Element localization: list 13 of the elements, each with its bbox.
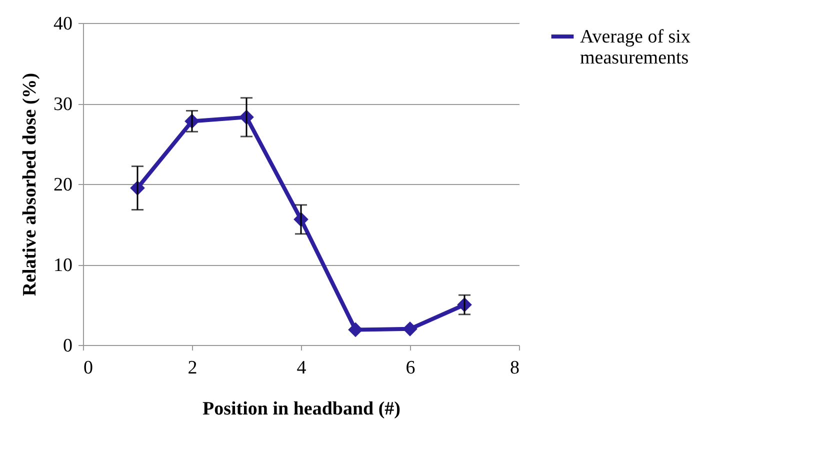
y-tick-label: 0 — [63, 336, 72, 356]
x-tick-label: 8 — [510, 358, 520, 378]
x-axis-title: Position in headband (#) — [202, 398, 400, 420]
legend-label: Average of six measurements — [580, 26, 691, 68]
y-tick-label: 20 — [54, 174, 72, 196]
x-tick-label: 0 — [84, 358, 93, 378]
y-tick-label: 10 — [54, 255, 72, 276]
y-axis-title: Relative absorbed dose (%) — [20, 72, 40, 296]
y-tick-label: 40 — [54, 14, 72, 34]
x-tick-label: 6 — [406, 358, 416, 378]
y-tick-label: 30 — [54, 94, 72, 115]
x-tick-label: 2 — [188, 358, 198, 378]
x-tick-label: 4 — [296, 358, 307, 378]
